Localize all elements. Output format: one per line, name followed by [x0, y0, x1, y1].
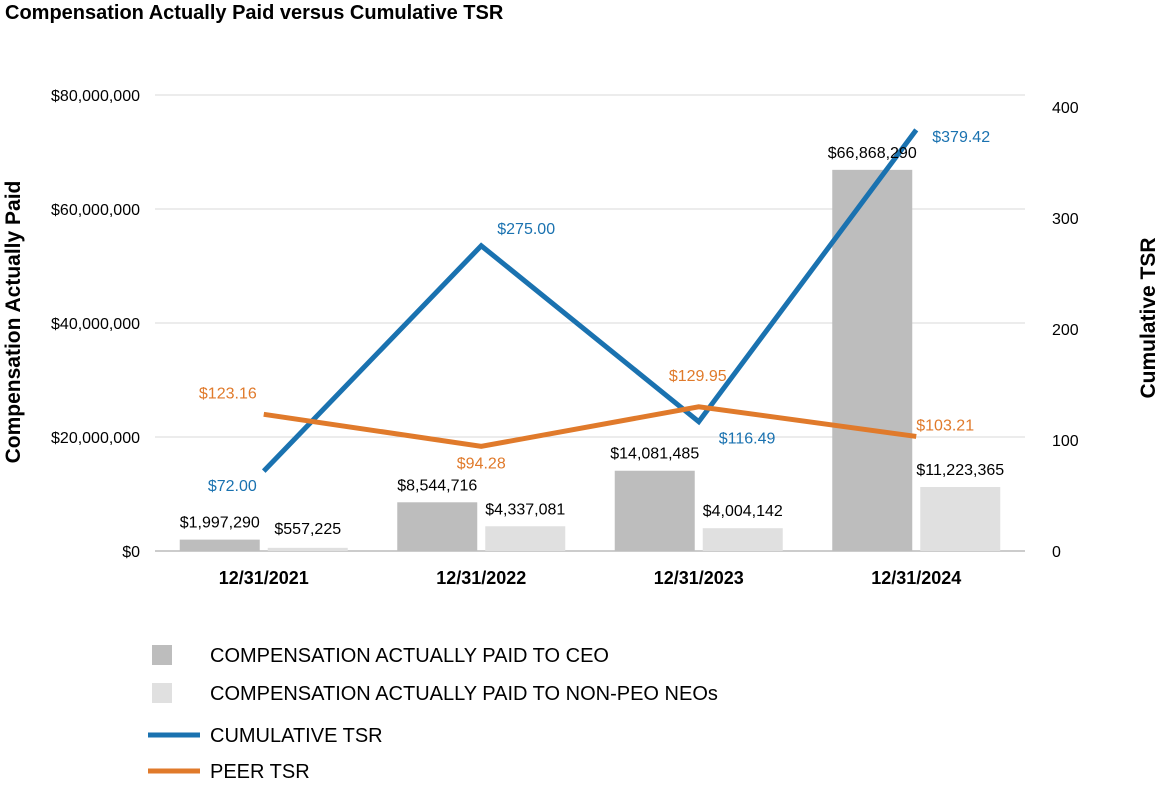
- line-data-label: $72.00: [208, 478, 257, 495]
- cumulative-tsr-line: [261, 128, 919, 473]
- y2-axis-title: Cumulative TSR: [1137, 237, 1160, 398]
- peer-tsr-line: [263, 404, 917, 449]
- bar-data-label: $8,544,716: [397, 477, 477, 494]
- y2-tick-label: 400: [1052, 100, 1079, 117]
- bar-ceo: [397, 502, 478, 551]
- y-tick-label: $0: [122, 544, 140, 561]
- legend-label: COMPENSATION ACTUALLY PAID TO NON-PEO NE…: [210, 683, 718, 705]
- bar-data-label: $557,225: [274, 521, 341, 538]
- y2-tick-label: 200: [1052, 322, 1079, 339]
- bar-data-label: $66,868,290: [828, 145, 917, 162]
- bars: [179, 169, 1001, 551]
- bar-data-label: $11,223,365: [916, 462, 1004, 479]
- bar-data-label: $14,081,485: [610, 446, 699, 463]
- axes: $0 $20,000,000 $40,000,000 $60,000,000 $80,0…: [2, 88, 1160, 588]
- x-tick-label: 12/31/2022: [436, 568, 526, 588]
- x-tick-label: 12/31/2023: [654, 568, 744, 588]
- bar-ceo: [832, 169, 913, 551]
- x-tick-label: 12/31/2024: [871, 568, 961, 588]
- y-tick-label: $80,000,000: [51, 88, 140, 105]
- bar-data-label: $4,337,081: [485, 501, 565, 518]
- y2-tick-label: 300: [1052, 211, 1079, 228]
- y-tick-label: $40,000,000: [51, 316, 140, 333]
- legend-label: PEER TSR: [210, 761, 310, 783]
- tsr-lines: [261, 128, 919, 473]
- bar-data-label: $1,997,290: [180, 515, 260, 532]
- line-data-label: $116.49: [719, 431, 776, 448]
- line-data-label: $129.95: [669, 368, 727, 385]
- legend-swatch: [152, 683, 172, 703]
- legend-label: CUMULATIVE TSR: [210, 725, 383, 747]
- bar-neo: [920, 487, 1001, 551]
- bar-data-label: $4,004,142: [703, 503, 783, 520]
- legend-swatch: [152, 645, 172, 665]
- chart-title: Compensation Actually Paid versus Cumula…: [5, 2, 504, 24]
- bar-ceo: [614, 470, 695, 551]
- y-tick-label: $20,000,000: [51, 430, 140, 447]
- data-labels: $1,997,290 $8,544,716 $14,081,485 $66,868,2…: [180, 129, 1005, 538]
- legend: COMPENSATION ACTUALLY PAID TO CEO COMPENS…: [148, 645, 718, 783]
- line-data-label: $103.21: [916, 417, 974, 434]
- y2-tick-label: 100: [1052, 433, 1079, 450]
- line-data-label: $123.16: [199, 385, 257, 402]
- bar-ceo: [179, 539, 260, 551]
- bar-neo: [485, 526, 566, 551]
- x-tick-label: 12/31/2021: [219, 568, 309, 588]
- line-data-label: $379.42: [932, 129, 990, 146]
- line-data-label: $94.28: [457, 455, 506, 472]
- legend-label: COMPENSATION ACTUALLY PAID TO CEO: [210, 645, 609, 667]
- bar-neo: [702, 528, 783, 551]
- line-data-label: $275.00: [497, 221, 555, 238]
- y-axis-title: Compensation Actually Paid: [2, 181, 25, 464]
- y-tick-label: $60,000,000: [51, 202, 140, 219]
- y2-tick-label: 0: [1052, 544, 1061, 561]
- bar-neo: [267, 547, 348, 551]
